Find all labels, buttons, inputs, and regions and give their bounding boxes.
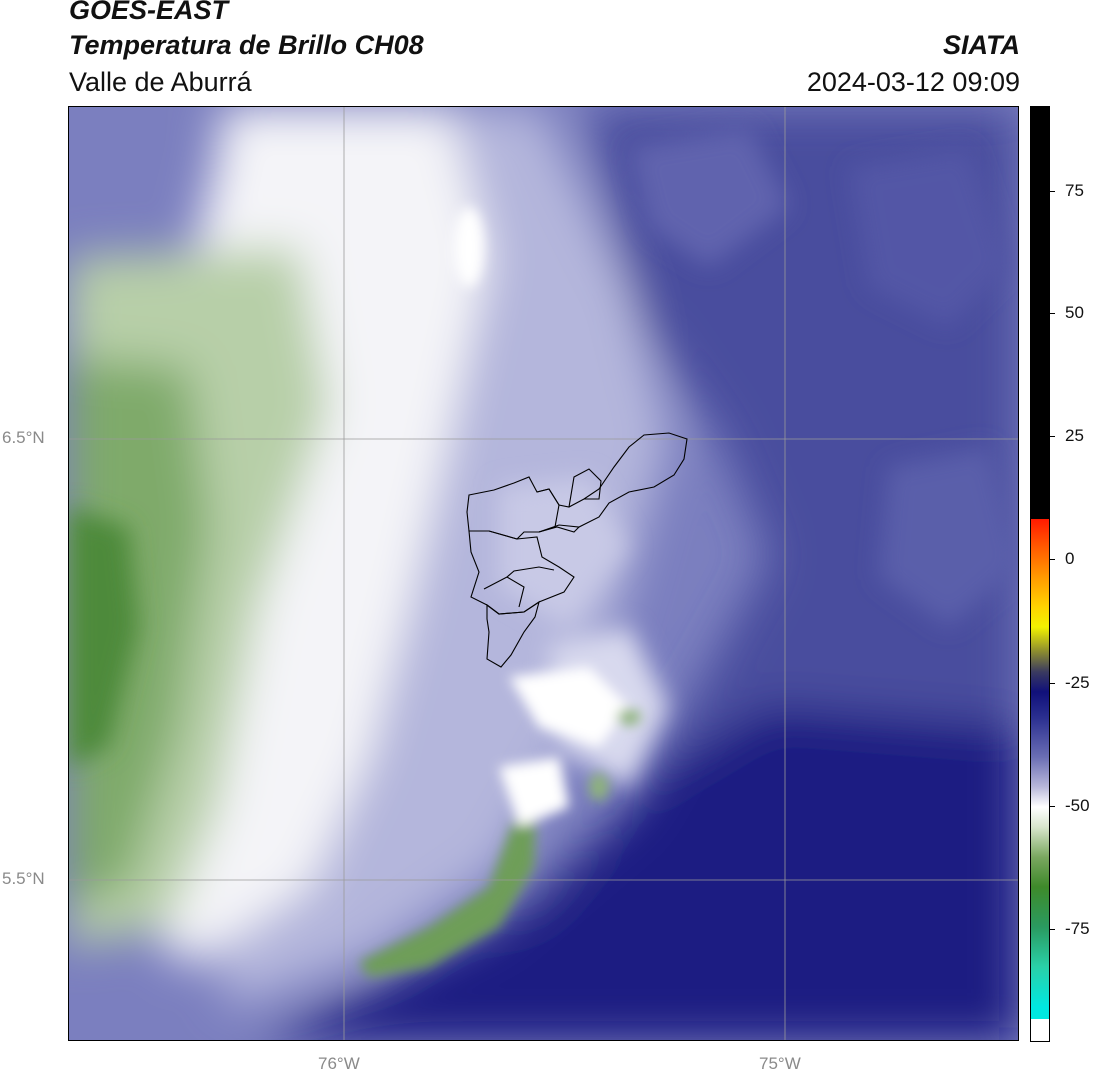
colorbar-tick-minus-75: -75 xyxy=(1065,919,1090,938)
satellite-map[interactable] xyxy=(68,106,1019,1041)
colorbar-tick-75: 75 xyxy=(1065,181,1084,200)
colorbar-tick-25: 25 xyxy=(1065,426,1084,445)
brightness-temperature-field xyxy=(69,107,1018,1040)
lon-label-75: 75°W xyxy=(759,1054,801,1073)
satellite-title: GOES-EAST xyxy=(69,0,229,25)
colorbar-tick-50: 50 xyxy=(1065,303,1084,322)
colorbar-tick-0: 0 xyxy=(1065,549,1075,568)
product-title: Temperatura de Brillo CH08 xyxy=(69,30,424,60)
lat-label-5-5: 5.5°N xyxy=(2,869,45,888)
municipality-boundaries xyxy=(466,432,688,668)
colorbar-tick-minus-50: -50 xyxy=(1065,796,1090,815)
lat-label-6-5: 6.5°N xyxy=(2,428,45,447)
region-subtitle: Valle de Aburrá xyxy=(69,67,252,97)
temperature-colorbar xyxy=(1030,106,1050,1042)
agency-label: SIATA xyxy=(943,30,1020,60)
timestamp-label: 2024-03-12 09:09 xyxy=(806,67,1020,97)
lon-label-76: 76°W xyxy=(318,1054,360,1073)
colorbar-tick-minus-25: -25 xyxy=(1065,673,1090,692)
